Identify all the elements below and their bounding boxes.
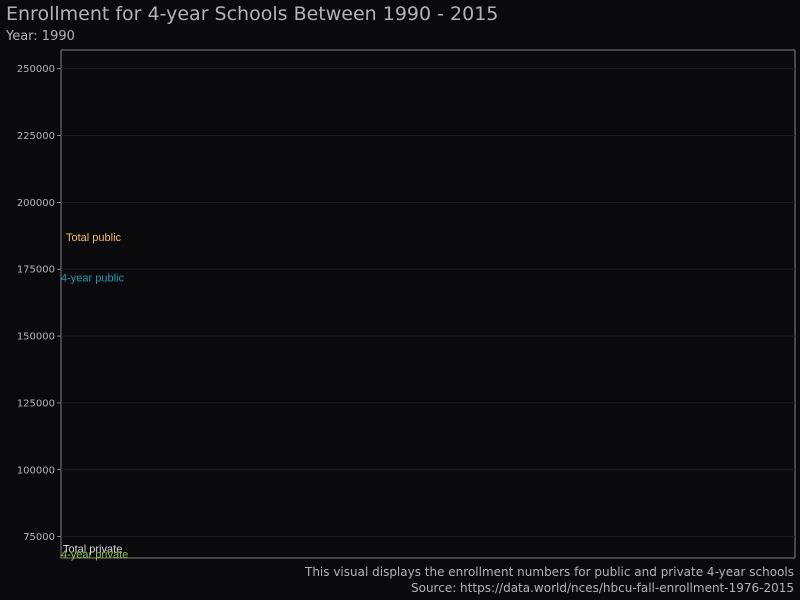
chart-subtitle: Year: 1990 (6, 29, 75, 44)
chart-title: Enrollment for 4-year Schools Between 19… (6, 3, 499, 25)
y-tick-label: 100000 (17, 465, 55, 476)
series-label-4-year-public: 4-year public (61, 272, 124, 284)
series-label-total-private: Total private (63, 544, 122, 556)
series-label-4-year-private: 4-year private (61, 549, 128, 561)
y-tick-label: 125000 (17, 398, 55, 409)
series-labels: Total public 4-year public Total private4-… (61, 232, 128, 561)
y-axis-ticks: 75000 100000 125000 150000 175000 200000 22500… (17, 64, 61, 543)
series-label-total-public: Total public (66, 232, 122, 244)
y-tick-label: 75000 (23, 532, 55, 543)
plot-panel (60, 49, 796, 559)
y-tick-label: 150000 (17, 332, 55, 343)
y-tick-label: 200000 (17, 198, 55, 209)
caption-source: Source: https://data.world/nces/hbcu-fal… (410, 581, 794, 595)
grid-lines (61, 68, 795, 538)
y-tick-label: 225000 (17, 131, 55, 142)
y-tick-label: 250000 (17, 64, 55, 75)
y-tick-label: 175000 (17, 265, 55, 276)
caption-description: This visual displays the enrollment numb… (304, 565, 794, 579)
